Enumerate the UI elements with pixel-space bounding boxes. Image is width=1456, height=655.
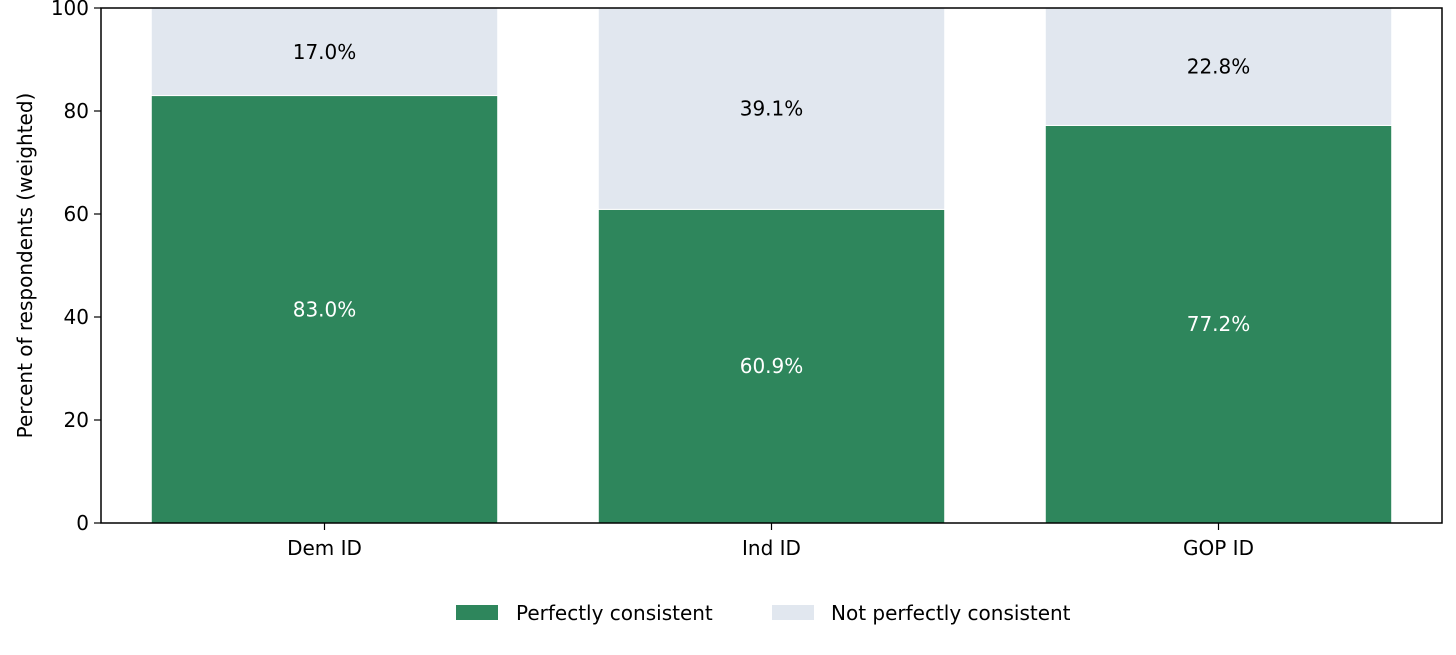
y-tick-label: 40 [64, 305, 89, 329]
y-tick-label: 20 [64, 408, 89, 432]
legend-swatch [456, 605, 498, 620]
y-axis-ticks: 0 20 40 60 80 100 [51, 0, 101, 535]
y-tick-label: 100 [51, 0, 89, 20]
data-label: 39.1% [740, 97, 804, 121]
x-tick-label: Ind ID [742, 536, 801, 560]
data-label: 17.0% [293, 40, 357, 64]
bar-not-consistent-0 [150, 7, 499, 97]
bar-not-consistent-1 [597, 7, 946, 210]
data-label: 60.9% [740, 354, 804, 378]
legend-label: Perfectly consistent [516, 601, 713, 625]
x-tick-label: Dem ID [287, 536, 362, 560]
y-tick-label: 80 [64, 99, 89, 123]
bar-consistent-0 [150, 95, 499, 524]
legend-label: Not perfectly consistent [831, 601, 1071, 625]
x-axis-ticks: Dem ID Ind ID GOP ID [287, 523, 1254, 560]
bars-layer [150, 7, 1393, 524]
data-label: 83.0% [293, 297, 357, 321]
legend-swatch [772, 605, 814, 620]
x-tick-label: GOP ID [1183, 536, 1254, 560]
bar-not-consistent-2 [1044, 7, 1393, 126]
data-labels-layer: 83.0% 17.0% 60.9% 39.1% 77.2% 22.8% [293, 40, 1251, 378]
data-label: 77.2% [1187, 312, 1251, 336]
y-axis-label: Percent of respondents (weighted) [13, 93, 37, 439]
y-tick-label: 60 [64, 202, 89, 226]
bar-consistent-2 [1044, 124, 1393, 524]
y-tick-label: 0 [76, 511, 89, 535]
data-label: 22.8% [1187, 55, 1251, 79]
legend: Perfectly consistent Not perfectly consis… [456, 601, 1071, 625]
